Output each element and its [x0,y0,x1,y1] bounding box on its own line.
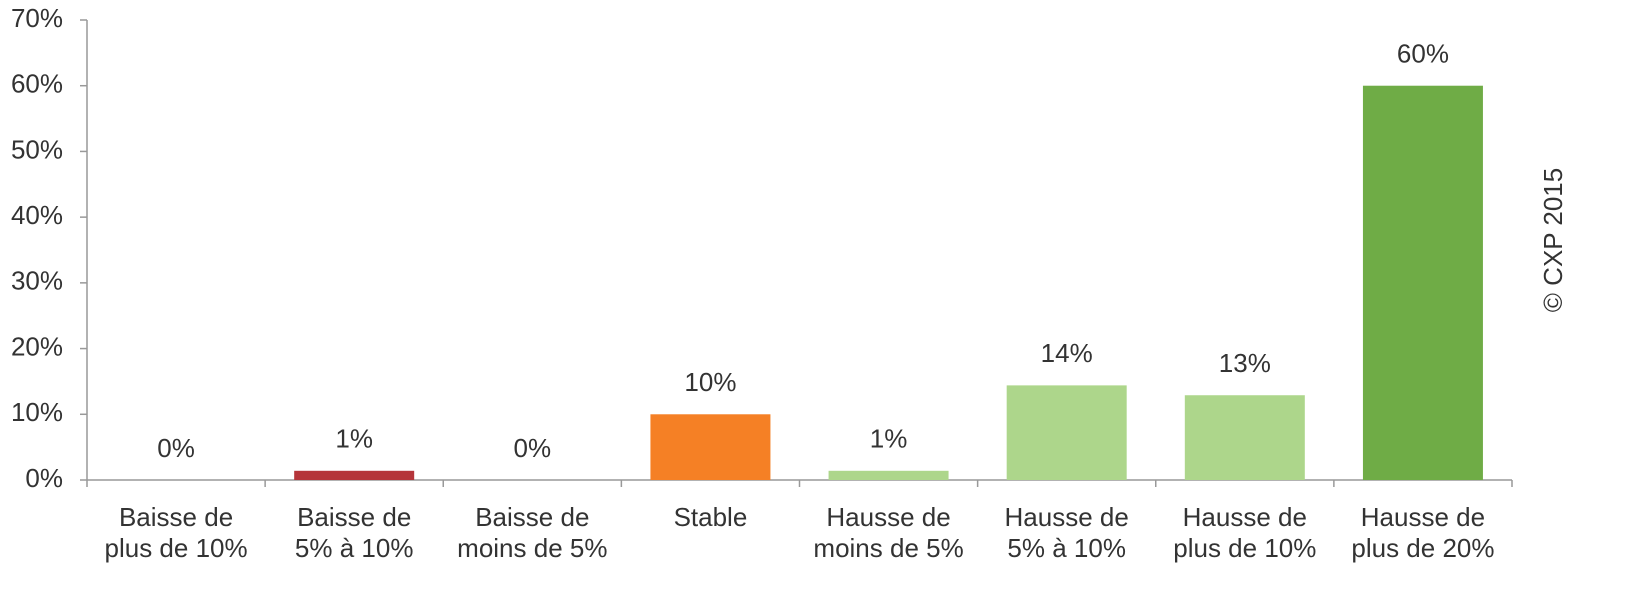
x-tick-label: Stable [673,502,748,532]
y-tick-label: 10% [11,397,63,427]
y-tick-label: 30% [11,266,63,296]
bar [650,414,771,480]
annotation: © CXP 2015 [1538,168,1568,312]
bar [1184,395,1305,480]
x-tick-label: Hausse de 5% à 10% [1004,502,1129,563]
y-tick-label: 40% [11,200,63,230]
x-tick-label: Baisse de moins de 5% [457,502,608,563]
value-label: 0% [157,433,195,463]
value-label: 13% [1219,348,1271,378]
y-tick-label: 20% [11,331,63,361]
value-label: 1% [870,424,908,454]
value-label: 60% [1397,39,1449,69]
y-tick-label: 50% [11,134,63,164]
bar [1362,85,1483,480]
x-tick-label: Hausse de plus de 20% [1351,502,1495,563]
bar [1006,385,1127,480]
value-label: 14% [1041,338,1093,368]
y-tick-label: 0% [25,463,63,493]
value-label: 1% [335,424,373,454]
bar [828,470,949,480]
y-tick-label: 70% [11,3,63,33]
x-tick-label: Hausse de moins de 5% [813,502,964,563]
bar [294,470,415,480]
x-tick-label: Hausse de plus de 10% [1173,502,1317,563]
x-tick-label: Baisse de plus de 10% [104,502,248,563]
y-tick-label: 60% [11,69,63,99]
value-label: 10% [684,367,736,397]
value-label: 0% [514,433,552,463]
x-tick-label: Baisse de 5% à 10% [294,502,414,563]
